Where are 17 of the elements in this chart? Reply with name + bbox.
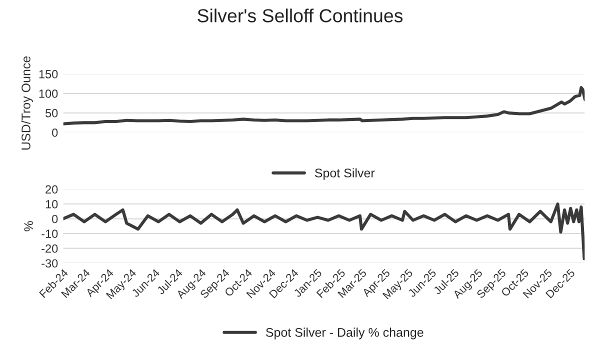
y-tick-label: 50 <box>45 108 58 118</box>
line-series <box>63 202 585 260</box>
y-tick-label: 100 <box>39 89 58 98</box>
y-tick-label: 10 <box>46 200 58 208</box>
y-axis-title: USD/Troy Ounce <box>21 56 33 150</box>
y-tick-label: -20 <box>42 244 58 253</box>
y-axis-title: % <box>24 221 34 232</box>
y-tick-label: 150 <box>39 70 58 78</box>
y-tick-label: 0 <box>52 128 58 137</box>
y-tick-label: -10 <box>42 230 58 238</box>
legend-label: Spot Silver - Daily % change <box>266 328 424 340</box>
chart-title: Silver's Selloff Continues <box>198 8 403 22</box>
y-tick-label: -30 <box>42 259 58 268</box>
legend-label: Spot Silver <box>314 168 375 180</box>
line-series <box>63 86 585 126</box>
y-tick-label: 20 <box>46 185 58 194</box>
y-tick-label: 0 <box>52 214 58 224</box>
